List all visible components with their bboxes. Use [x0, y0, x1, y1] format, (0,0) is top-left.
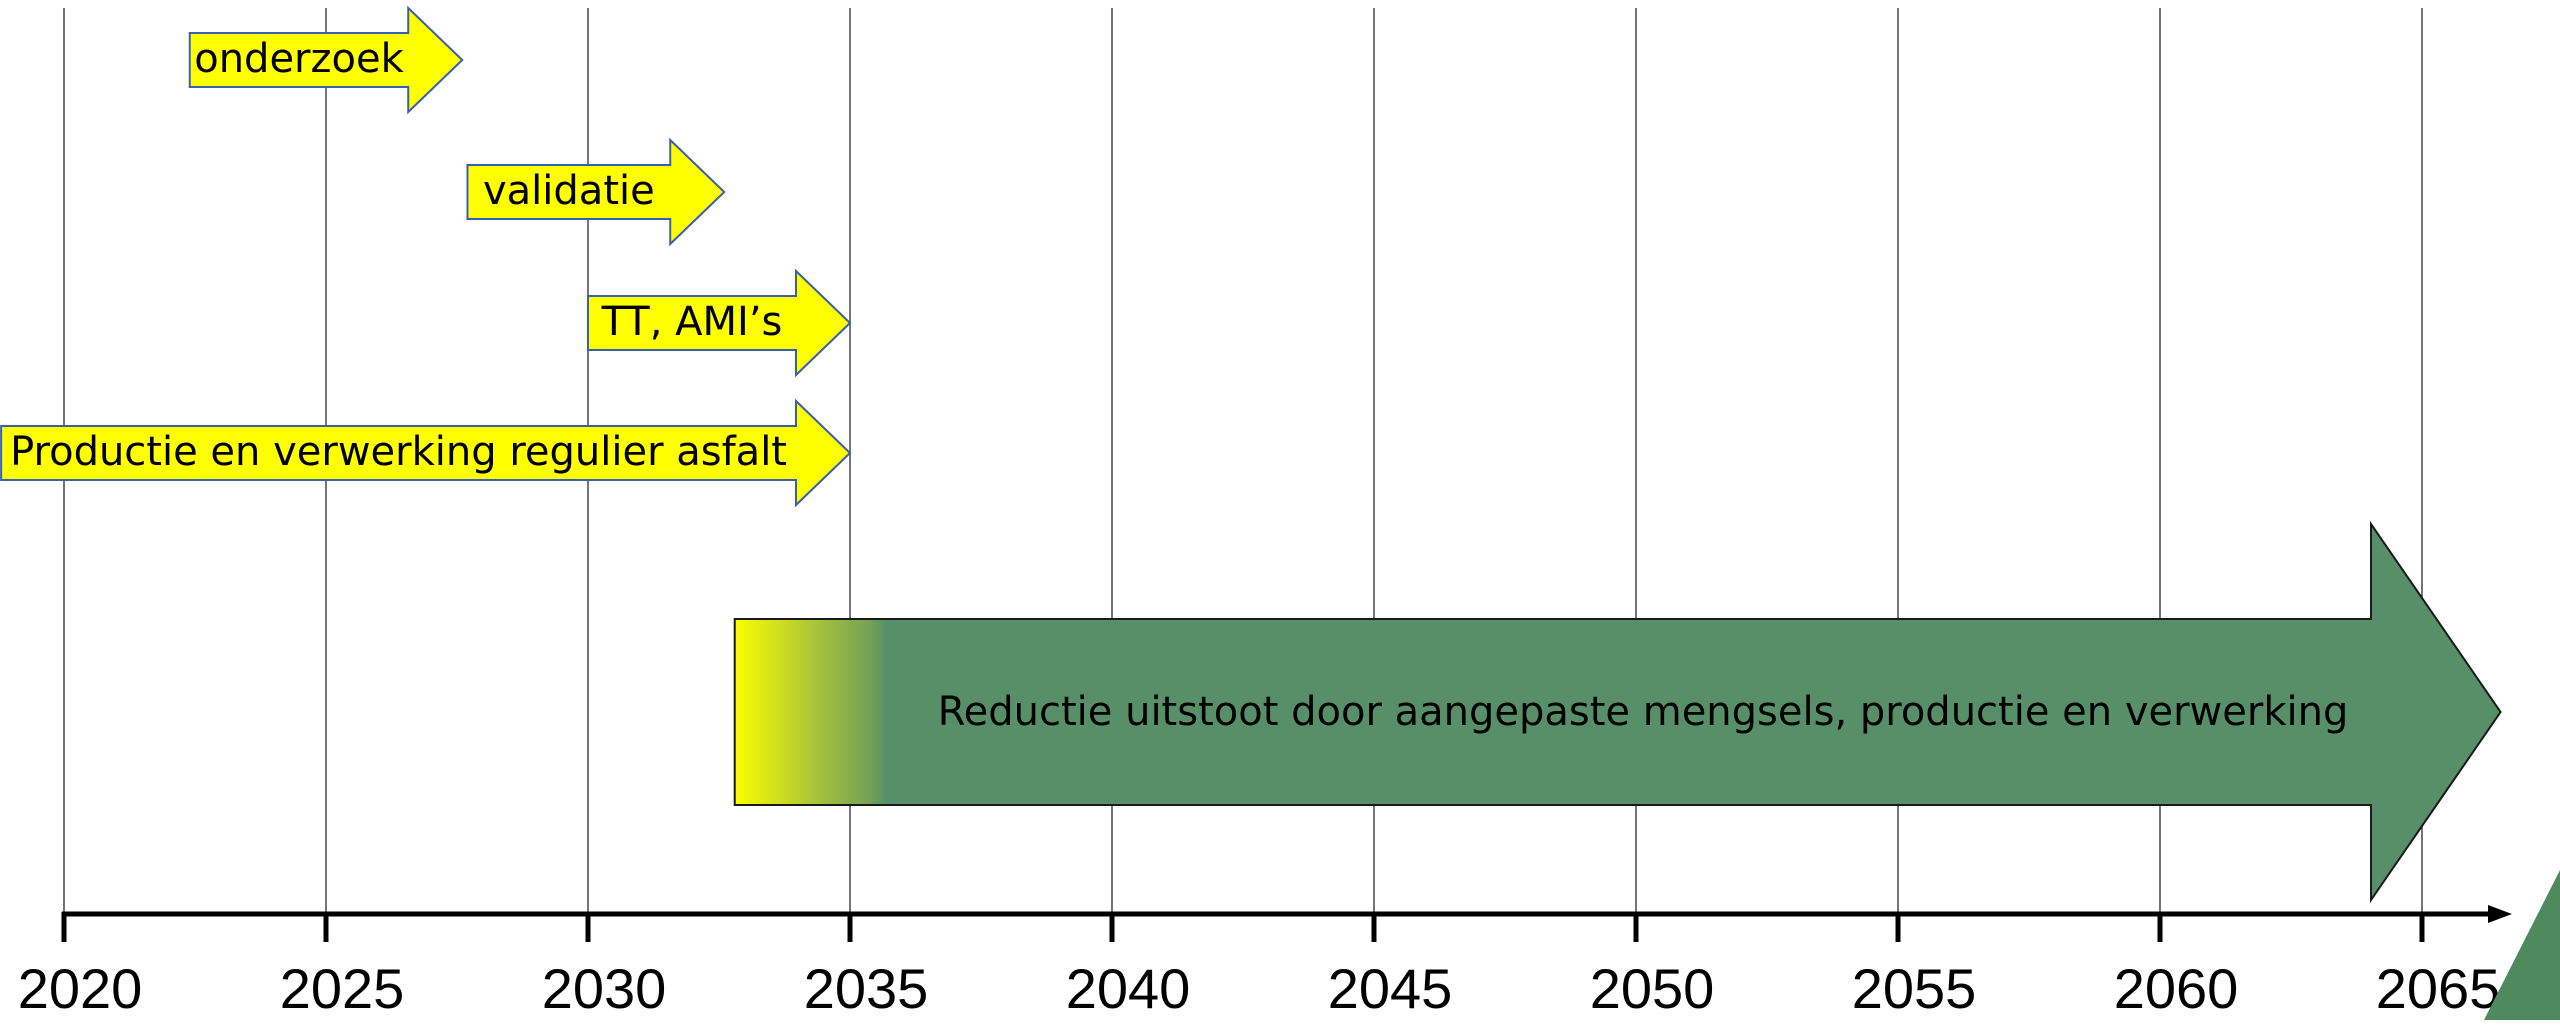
axis-arrowhead — [2488, 905, 2512, 923]
year-label-2065: 2065 — [2376, 957, 2501, 1020]
year-label-2040: 2040 — [1066, 957, 1191, 1020]
corner-accent-shape — [2484, 870, 2560, 1020]
phase-label: TT, AMI’s — [601, 299, 783, 345]
phase-arrow — [587, 268, 852, 378]
phase-arrow — [188, 5, 464, 115]
phase-label: onderzoek — [194, 36, 404, 82]
main-arrow-label: Reductie uitstoot door aangepaste mengse… — [938, 689, 2349, 735]
year-label-2020: 2020 — [18, 957, 143, 1020]
main-arrow — [733, 520, 2502, 904]
year-label-2035: 2035 — [804, 957, 929, 1020]
year-label-2030: 2030 — [542, 957, 667, 1020]
phase-label: Productie en verwerking regulier asfalt — [10, 429, 787, 475]
year-label-2060: 2060 — [2114, 957, 2239, 1020]
year-label-2045: 2045 — [1328, 957, 1453, 1020]
phase-arrow — [466, 137, 726, 247]
year-labels: 2020 2025 2030 2035 2040 2045 2050 2055 2060 2065 — [18, 957, 2501, 1020]
phase-arrow — [0, 398, 852, 508]
year-label-2050: 2050 — [1590, 957, 1715, 1020]
year-label-2055: 2055 — [1852, 957, 1977, 1020]
main-arrow-group: Reductie uitstoot door aangepaste mengse… — [733, 520, 2502, 904]
time-axis — [62, 905, 2512, 923]
phase-label: validatie — [483, 168, 655, 214]
phase-arrows: onderzoek validatie TT, AMI’s Productie en … — [0, 5, 852, 508]
year-label-2025: 2025 — [280, 957, 405, 1020]
